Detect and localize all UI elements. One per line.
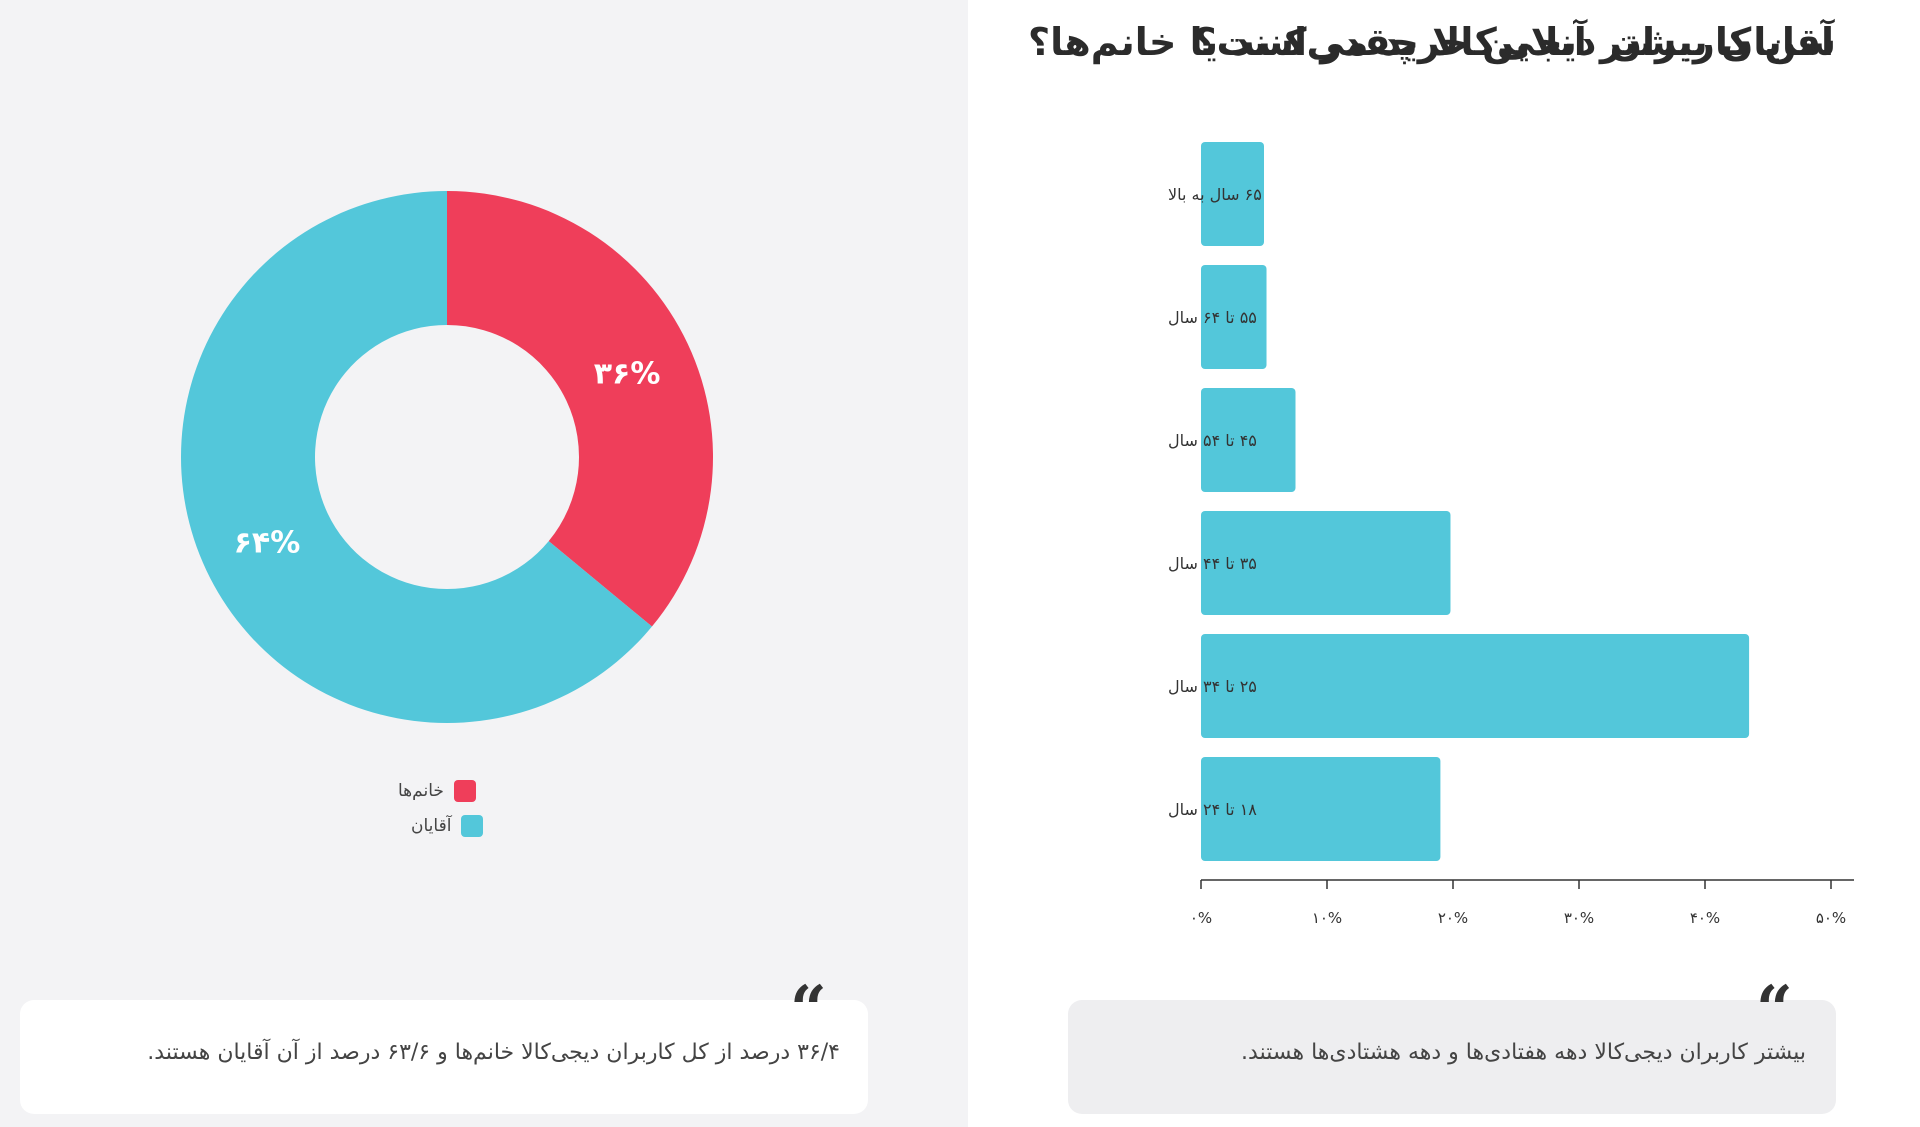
x-tick-label: ۳۰%	[1564, 909, 1594, 927]
pie-slice-label: ۳۶%	[594, 356, 661, 391]
legend-label-men: آقایان	[411, 816, 452, 836]
bar-category-label: ۲۵ تا ۳۴ سال	[1168, 677, 1257, 696]
bar	[1201, 265, 1267, 369]
pie-slice	[447, 191, 713, 627]
quote-mark-icon: “	[790, 972, 827, 1047]
bar	[1201, 388, 1296, 492]
gender-quote-text: ۳۶/۴ درصد از کل کاربران دیجی‌کالا خانم‌ه…	[147, 1040, 840, 1065]
x-tick-label: ۴۰%	[1690, 909, 1720, 927]
bar	[1201, 634, 1750, 738]
legend-swatch-men	[461, 815, 484, 837]
bar-category-label: ۱۸ تا ۲۴ سال	[1168, 800, 1257, 819]
bar-category-label: ۳۵ تا ۴۴ سال	[1168, 554, 1257, 573]
age-chart-title: سن کاربران دیجی‌کالا چقدر است؟	[1194, 20, 1836, 64]
bar	[1201, 511, 1451, 615]
gender-quote-box	[20, 1000, 868, 1114]
pie-slice-label: ۶۴%	[234, 526, 301, 561]
x-tick-label: ۱۰%	[1312, 909, 1342, 927]
pie-slice	[180, 191, 652, 723]
gender-chart-title: آقایان بیشتر آنلاین خرید می‌کنند یا خانم…	[1028, 20, 1834, 64]
legend-label-women: خانم‌ها	[398, 781, 444, 801]
age-quote-text: بیشتر کاربران دیجی‌کالا دهه هفتادی‌ها و …	[1241, 1040, 1806, 1065]
bar	[1201, 757, 1441, 861]
bar-category-label: ۴۵ تا ۵۴ سال	[1168, 431, 1257, 450]
quote-mark-icon: “	[1756, 972, 1793, 1047]
gender-panel	[0, 0, 968, 1127]
bar-category-label: ۵۵ تا ۶۴ سال	[1168, 308, 1257, 327]
legend-swatch-women	[453, 780, 476, 802]
bar	[1201, 142, 1264, 246]
x-tick-label: ۲۰%	[1438, 909, 1468, 927]
age-quote-box	[1068, 1000, 1836, 1114]
x-tick-label: ۵۰%	[1816, 909, 1846, 927]
bar-category-label: ۶۵ سال به بالا	[1168, 185, 1262, 204]
legend-item-women: خانم‌ها	[398, 780, 476, 802]
x-tick-label: ۰%	[1190, 909, 1212, 927]
legend-item-men: آقایان	[411, 815, 484, 837]
